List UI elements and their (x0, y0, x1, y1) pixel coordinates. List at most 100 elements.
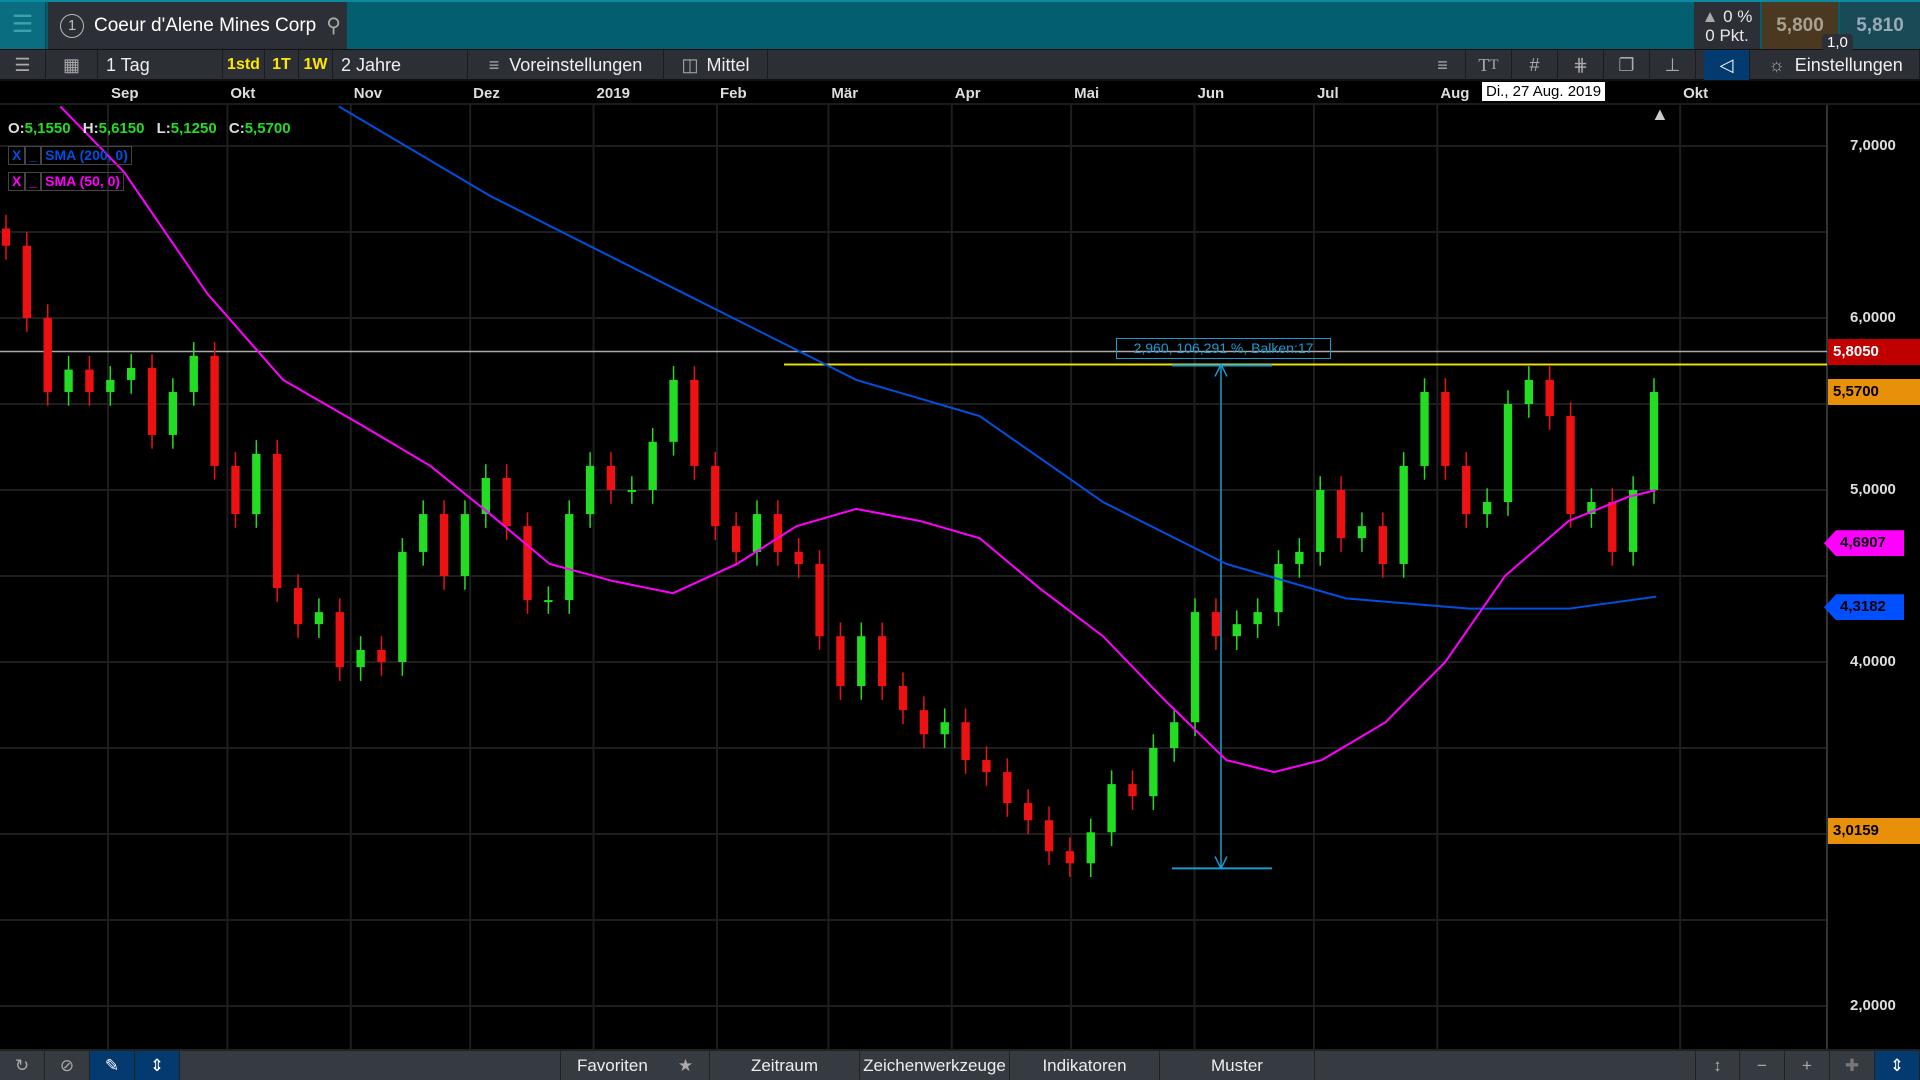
date-tick-label: Dez (473, 85, 500, 102)
candle-body (335, 612, 344, 668)
candle-body (356, 649, 365, 668)
candle-body (857, 636, 866, 687)
candle-body (1170, 722, 1179, 748)
favorites-button[interactable]: Favoriten ★ (560, 1051, 710, 1080)
bid-button[interactable]: 5,800 (1762, 2, 1838, 49)
candle-body (752, 514, 762, 552)
symbol-search[interactable]: 1 Coeur d'Alene Mines Corp ⚲ (48, 2, 347, 49)
vertical-expand-icon[interactable]: ⇕ (1875, 1051, 1920, 1080)
sliders-icon: ≡ (488, 54, 500, 75)
indicators-button[interactable]: Indikatoren (1010, 1051, 1160, 1080)
candle-body (1003, 772, 1012, 804)
zoom-in-icon[interactable]: + (1785, 1051, 1830, 1080)
quick-1w[interactable]: 1W (299, 50, 333, 80)
disable-icon[interactable]: ⊘ (45, 1051, 90, 1080)
pencil-icon[interactable]: ✎ (90, 1051, 135, 1080)
settings-label: Einstellungen (1794, 54, 1903, 75)
patterns-button[interactable]: Muster (1160, 1051, 1315, 1080)
remove-sma200-button[interactable]: X (8, 146, 26, 165)
candle-body (1357, 526, 1367, 539)
drawing-tools-button[interactable]: Zeichenwerkzeuge (860, 1051, 1010, 1080)
candle-body (940, 722, 949, 735)
candle-body (43, 318, 52, 392)
settings-button[interactable]: ☼ Einstellungen (1752, 50, 1920, 80)
candle-body (961, 722, 970, 761)
symbol-name: Coeur d'Alene Mines Corp (94, 14, 317, 36)
price-tag: 3,0159 (1828, 818, 1920, 845)
candle-body (1608, 502, 1617, 552)
sma200-style-swatch[interactable]: _ (25, 146, 42, 165)
date-tick-label: Mär (831, 85, 859, 102)
symbol-index: 1 (60, 13, 84, 38)
price-marker-icon[interactable]: ⊥ (1650, 50, 1696, 80)
date-tick-label: Mai (1074, 85, 1100, 102)
spread-badge: 1,0 (1822, 34, 1853, 51)
price-chart[interactable] (0, 105, 1920, 1049)
candle-body (314, 612, 324, 625)
home-icon[interactable]: ▲ (1651, 104, 1669, 124)
presets-label: Voreinstellungen (509, 54, 643, 75)
candle-body (794, 551, 803, 564)
remove-sma50-button[interactable]: X (8, 172, 26, 191)
date-tick-label: Feb (719, 85, 747, 102)
candle-body (1065, 851, 1075, 864)
up-down-icon[interactable]: ⇕ (135, 1051, 180, 1080)
candle-body (1420, 391, 1429, 466)
open-value: 5,1550 (24, 120, 71, 137)
change-percent: 0 % (1723, 6, 1753, 26)
price-tick-label: 6,0000 (1850, 309, 1896, 326)
sma50-label[interactable]: SMA (50, 0) (41, 172, 125, 191)
interval-select[interactable]: 1 Tag (98, 50, 223, 80)
candle-body (1503, 404, 1513, 503)
sma200-label[interactable]: SMA (200, 0) (41, 146, 132, 165)
gear-icon: ☼ (1768, 54, 1785, 75)
candle-body (627, 490, 636, 492)
candle-body (1399, 465, 1408, 564)
quick-1t[interactable]: 1T (265, 50, 299, 80)
hamburger-icon[interactable]: ☰ (0, 2, 46, 49)
candle-body (168, 391, 178, 435)
ask-button[interactable]: 5,810 (1840, 2, 1920, 49)
grid-edit-icon[interactable]: ⋕ (1558, 50, 1604, 80)
period-button[interactable]: Zeitraum (710, 1051, 860, 1080)
chart-type-label: Mittel (706, 54, 750, 75)
candle-body (1044, 820, 1054, 852)
candle-body (147, 367, 157, 435)
search-icon[interactable]: ⚲ (326, 15, 341, 37)
candle-body (106, 379, 115, 392)
candle-body (1149, 748, 1158, 797)
chart-type-button[interactable]: ◫ Mittel (664, 50, 768, 80)
candle-body (1274, 563, 1283, 613)
zoom-out-icon[interactable]: − (1740, 1051, 1785, 1080)
layout-icon[interactable]: ▦ (46, 50, 98, 80)
date-tick-label: Sep (111, 85, 139, 102)
sma50-style-swatch[interactable]: _ (25, 172, 42, 191)
fit-icon[interactable]: ↕ (1695, 1051, 1740, 1080)
refresh-icon[interactable]: ↻ (0, 1051, 45, 1080)
date-tick-label: Aug (1440, 85, 1470, 102)
tag-icon[interactable]: ◁ (1704, 50, 1750, 80)
star-icon: ★ (677, 1055, 694, 1075)
measure-label[interactable]: 2,960, 106,291 %, Balken:17 (1116, 338, 1331, 359)
crosshair-icon[interactable]: ✚ (1830, 1051, 1875, 1080)
candle-body (398, 551, 407, 662)
list-icon[interactable]: ☰ (0, 50, 46, 80)
top-bar: ☰ 1 Coeur d'Alene Mines Corp ⚲ ▲ 0 % 0 P… (0, 0, 1920, 51)
change-points: 0 Pkt. (1705, 25, 1749, 45)
candle-body (711, 465, 720, 527)
scale-icon[interactable]: ≡ (1420, 50, 1466, 80)
range-select[interactable]: 2 Jahre (333, 50, 468, 80)
candle-body (1211, 612, 1221, 637)
candle-body (1107, 784, 1116, 833)
candle-body (1295, 551, 1304, 564)
candle-body (1628, 490, 1638, 552)
legend-sma200: X _ SMA (200, 0) (8, 146, 132, 165)
low-label: L: (156, 120, 171, 137)
quick-1std[interactable]: 1std (223, 50, 265, 80)
copy-icon[interactable]: ❐ (1604, 50, 1650, 80)
candle-body (273, 453, 282, 589)
presets-button[interactable]: ≡ Voreinstellungen (468, 50, 664, 80)
grid-icon[interactable]: # (1512, 50, 1558, 80)
candle-body (231, 465, 240, 515)
